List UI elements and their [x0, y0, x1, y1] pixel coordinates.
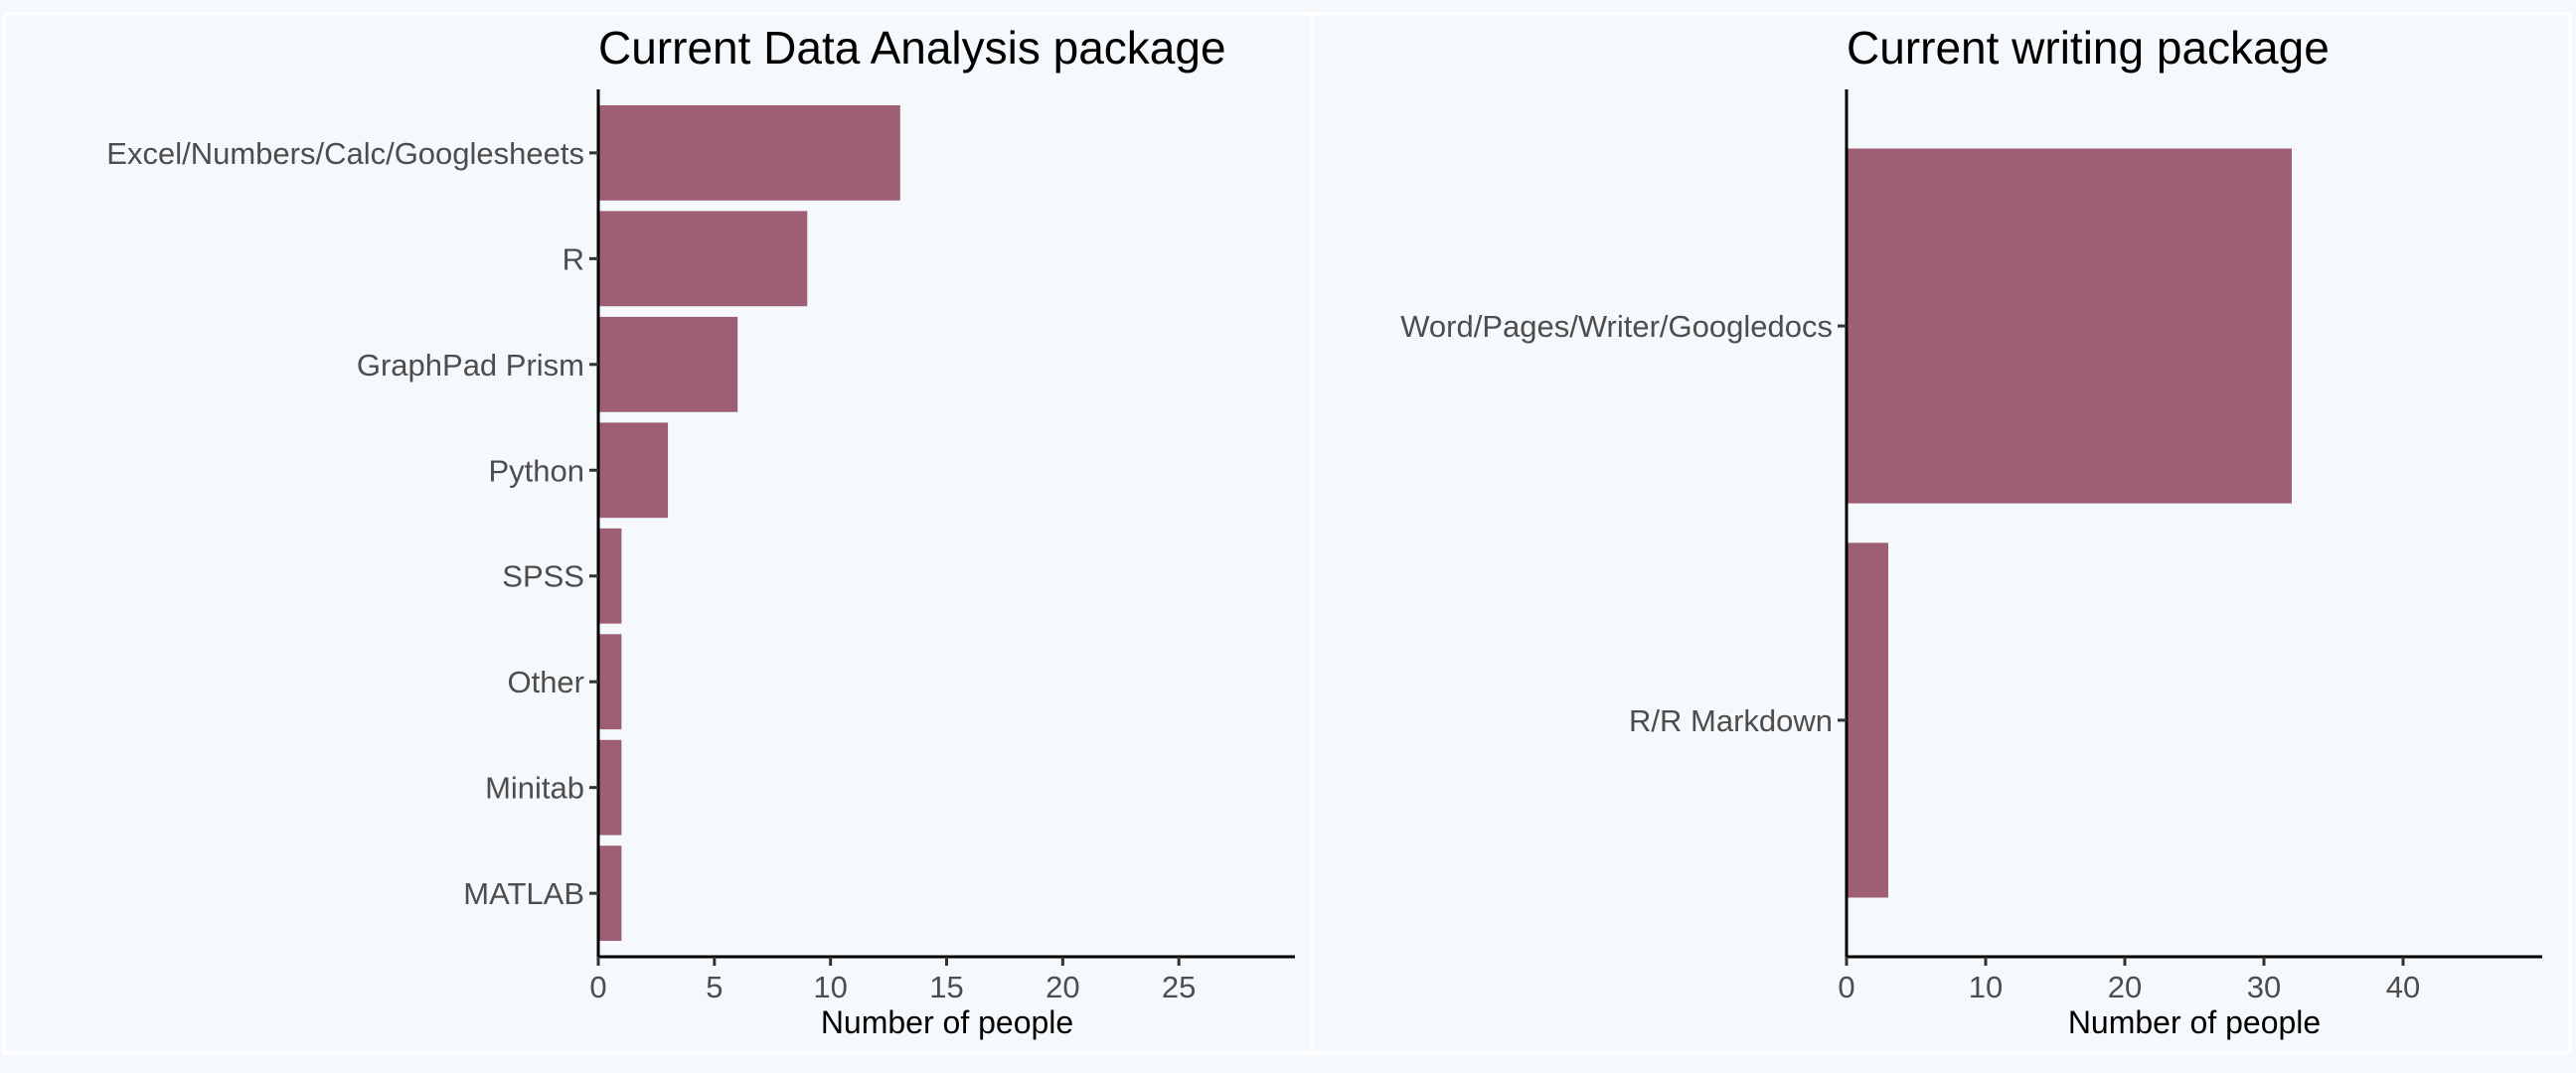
x-tick-label: 30	[2247, 970, 2281, 1004]
bar	[598, 739, 622, 836]
chart-analysis-package: Current Data Analysis package Excel/Numb…	[106, 22, 1295, 1040]
bar	[598, 528, 622, 624]
y-tick-label: Python	[488, 453, 584, 488]
y-tick-label: Word/Pages/Writer/Googledocs	[1400, 309, 1833, 344]
x-tick-label: 40	[2386, 970, 2420, 1004]
x-tick-label: 0	[1838, 970, 1854, 1004]
x-tick-label: 10	[1969, 970, 2003, 1004]
x-tick-label: 10	[813, 970, 847, 1004]
x-tick-label: 20	[2108, 970, 2142, 1004]
x-tick-label: 15	[929, 970, 963, 1004]
y-tick-label: SPSS	[502, 559, 584, 594]
y-tick-label: R/R Markdown	[1629, 703, 1833, 738]
bar	[598, 316, 738, 412]
bars-group	[598, 104, 900, 942]
chart-title: Current Data Analysis package	[598, 22, 1226, 74]
chart-writing-package: Current writing package Word/Pages/Write…	[1400, 22, 2542, 1040]
x-ticks-group: 0 5 10 15 20 25	[589, 957, 1196, 1004]
x-ticks-group: 0 10 20 30 40	[1838, 957, 2420, 1004]
y-ticks-group: Word/Pages/Writer/Googledocs R/R Markdown	[1400, 309, 1847, 738]
bar	[598, 634, 622, 730]
bar	[1847, 148, 2292, 504]
bar	[598, 211, 808, 307]
bar	[598, 845, 622, 942]
bar	[598, 104, 900, 201]
chart-title: Current writing package	[1847, 22, 2330, 74]
x-axis-title: Number of people	[821, 1004, 1073, 1040]
bars-group	[1847, 148, 2292, 898]
y-ticks-group: Excel/Numbers/Calc/Googlesheets R GraphPad…	[106, 136, 598, 911]
y-tick-label: Excel/Numbers/Calc/Googlesheets	[106, 136, 584, 171]
y-tick-label: R	[563, 241, 584, 276]
y-tick-label: Other	[507, 665, 584, 699]
x-tick-label: 0	[589, 970, 606, 1004]
bar	[598, 422, 669, 519]
x-tick-label: 20	[1046, 970, 1079, 1004]
y-tick-label: GraphPad Prism	[357, 348, 584, 383]
x-tick-label: 25	[1162, 970, 1196, 1004]
bar	[1847, 542, 1888, 898]
y-tick-label: Minitab	[485, 771, 584, 806]
y-tick-label: MATLAB	[463, 876, 584, 911]
x-tick-label: 5	[706, 970, 723, 1004]
x-axis-title: Number of people	[2068, 1004, 2321, 1040]
